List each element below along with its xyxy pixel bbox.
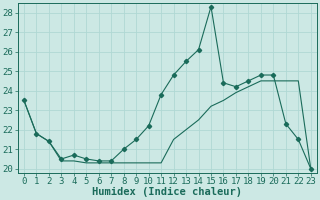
X-axis label: Humidex (Indice chaleur): Humidex (Indice chaleur) (92, 187, 242, 197)
